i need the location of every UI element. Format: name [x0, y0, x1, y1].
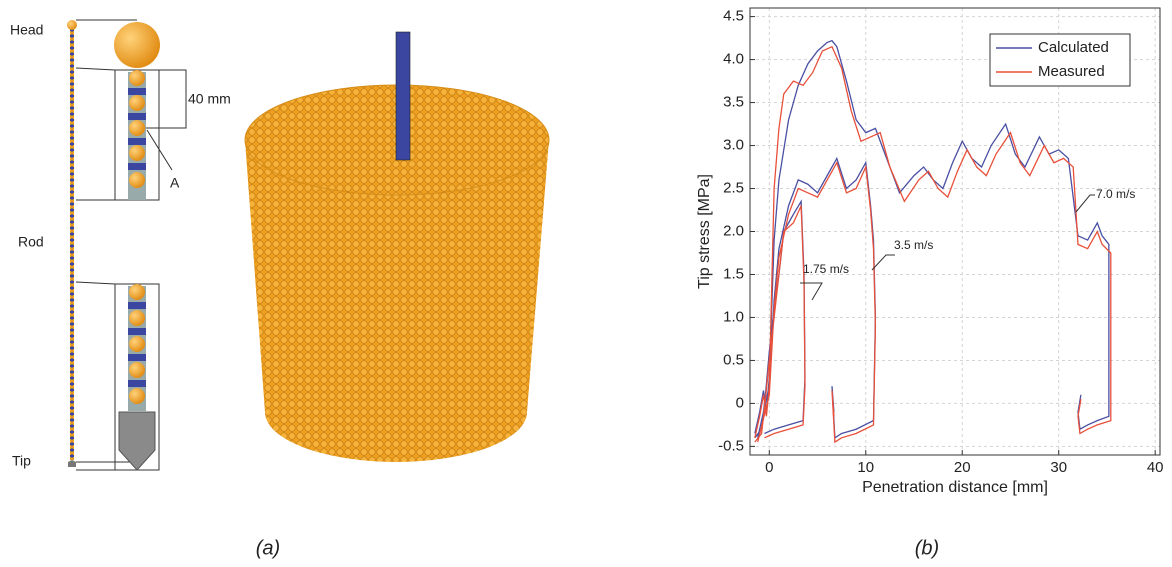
annotation: 1.75 m/s: [803, 262, 849, 276]
annotation: 3.5 m/s: [894, 238, 933, 252]
x-tick-label: 10: [857, 459, 874, 476]
legend-label: Measured: [1038, 63, 1105, 80]
y-tick-label: 4.5: [723, 8, 744, 25]
rod-zoom-top: [128, 70, 146, 200]
line: [754, 45, 1112, 438]
label-point: A: [170, 175, 180, 191]
y-tick-label: 2.0: [723, 222, 744, 239]
x-axis-label: Penetration distance [mm]: [862, 479, 1048, 496]
x-tick-label: 20: [954, 459, 971, 476]
y-tick-label: -0.5: [718, 437, 744, 454]
legend-label: Calculated: [1038, 39, 1109, 56]
line: [757, 161, 877, 444]
head-ball: [67, 20, 77, 30]
line: [757, 156, 877, 439]
head-sphere: [114, 22, 160, 68]
line: [754, 39, 1110, 434]
label-rod: Rod: [18, 234, 44, 250]
y-tick-label: 0: [736, 394, 744, 411]
x-tick-label: 30: [1050, 459, 1067, 476]
label-tip: Tip: [12, 453, 31, 469]
y-tick-label: 3.5: [723, 94, 744, 111]
caption-a: (a): [256, 537, 280, 559]
penetrometer: [395, 31, 411, 161]
rod-zoom-bottom: [118, 284, 156, 471]
x-tick-label: 0: [765, 459, 773, 476]
y-tick-label: 0.5: [723, 351, 744, 368]
y-tick-label: 4.0: [723, 51, 744, 68]
plot-border: [749, 7, 1161, 456]
panel-a: Head Rod Tip 40 mm A (a): [10, 19, 550, 559]
annotation-leaders: [800, 194, 1095, 301]
label-head: Head: [10, 22, 43, 38]
y-tick-label: 3.0: [723, 137, 744, 154]
caption-b: (b): [915, 537, 939, 559]
line: [754, 205, 806, 443]
y-tick-label: 1.5: [723, 265, 744, 282]
legend-box: [989, 33, 1131, 87]
label-spacing: 40 mm: [188, 91, 231, 107]
rod: [70, 28, 74, 460]
x-tick-label: 40: [1147, 459, 1164, 476]
y-tick-label: 1.0: [723, 308, 744, 325]
tip-small: [68, 460, 76, 467]
y-axis-label: Tip stress [MPa]: [696, 174, 713, 289]
y-tick-label: 2.5: [723, 179, 744, 196]
chart: -0.5 0 0.5 1.0 1.5 2.0 2.5 3.0 3.5 4.0 4.5 0 10 20 30 4…: [696, 7, 1164, 496]
annotation: 7.0 m/s: [1096, 187, 1135, 201]
